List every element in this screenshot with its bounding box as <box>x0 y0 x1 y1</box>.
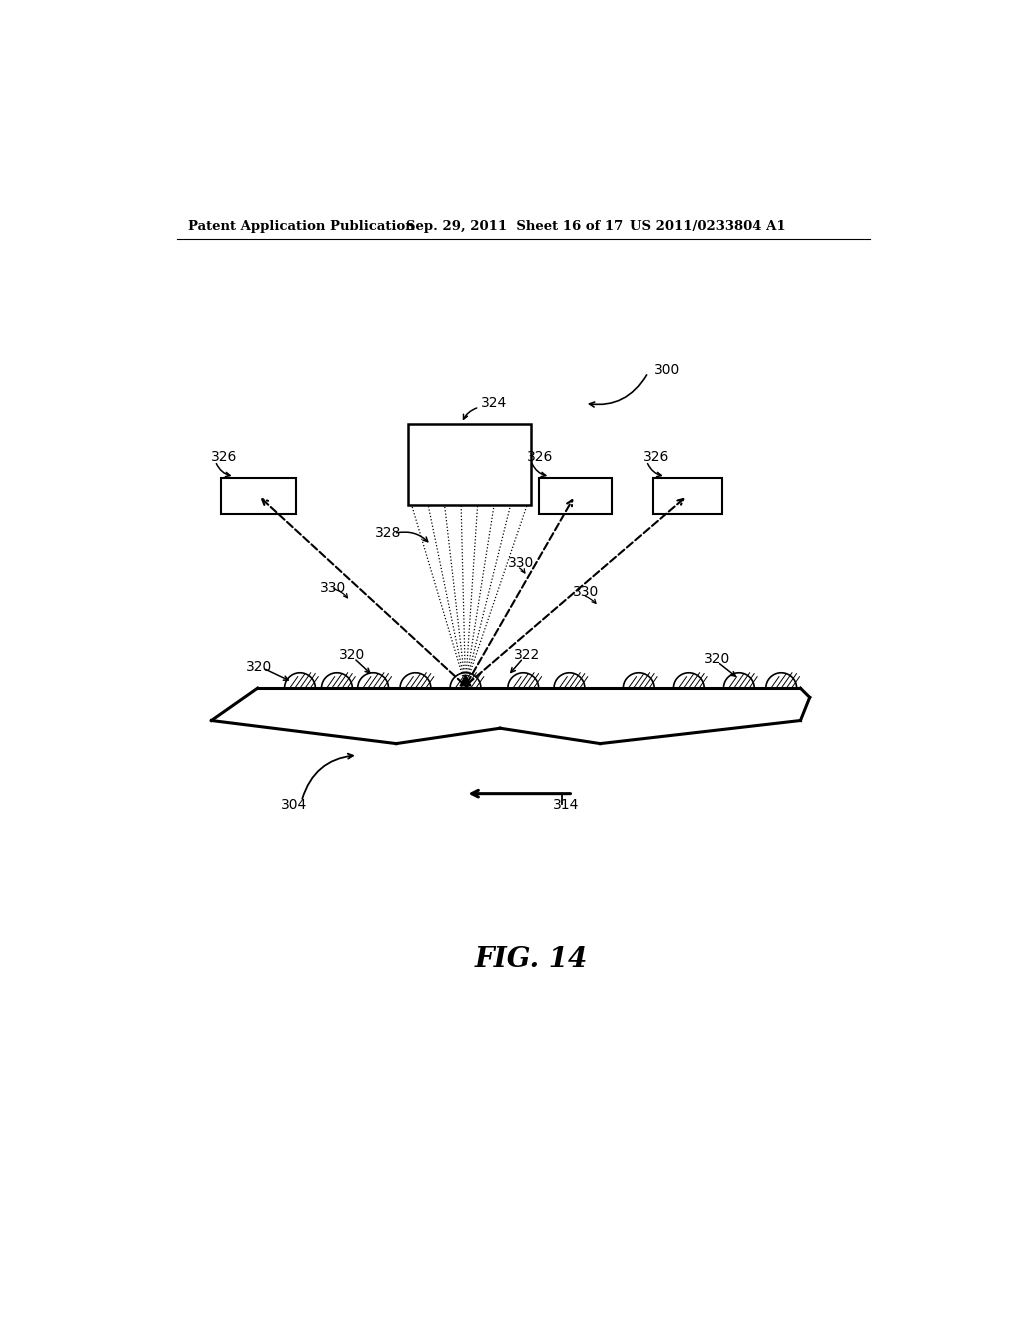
Text: Patent Application Publication: Patent Application Publication <box>188 219 415 232</box>
FancyArrowPatch shape <box>532 463 546 477</box>
FancyArrowPatch shape <box>302 754 353 799</box>
Text: FIG. 14: FIG. 14 <box>474 945 588 973</box>
Bar <box>221 478 296 515</box>
FancyArrowPatch shape <box>265 669 288 680</box>
Text: 322: 322 <box>514 648 541 663</box>
Text: 320: 320 <box>705 652 730 665</box>
FancyArrowPatch shape <box>585 597 596 603</box>
FancyArrowPatch shape <box>464 408 477 420</box>
Bar <box>652 478 722 515</box>
Bar <box>408 424 531 506</box>
Text: 320: 320 <box>246 660 272 673</box>
Text: 326: 326 <box>643 450 669 465</box>
Text: 328: 328 <box>376 527 401 540</box>
Text: US 2011/0233804 A1: US 2011/0233804 A1 <box>630 219 785 232</box>
Polygon shape <box>460 675 471 686</box>
FancyArrowPatch shape <box>334 589 347 598</box>
Text: 326: 326 <box>527 450 554 465</box>
Bar <box>539 478 611 515</box>
FancyArrowPatch shape <box>590 375 646 407</box>
FancyArrowPatch shape <box>647 463 662 477</box>
FancyArrowPatch shape <box>511 660 521 672</box>
Text: 324: 324 <box>481 396 507 411</box>
Text: 300: 300 <box>654 363 680 378</box>
FancyArrowPatch shape <box>396 532 428 541</box>
Text: 330: 330 <box>508 556 535 570</box>
FancyArrowPatch shape <box>216 463 230 477</box>
Text: 326: 326 <box>211 450 238 465</box>
Text: 320: 320 <box>339 648 365 663</box>
FancyArrowPatch shape <box>519 568 525 573</box>
FancyArrowPatch shape <box>356 660 370 673</box>
Text: 330: 330 <box>573 585 600 599</box>
Text: 314: 314 <box>553 799 579 812</box>
FancyArrowPatch shape <box>720 664 735 676</box>
Text: 304: 304 <box>281 799 307 812</box>
Text: Sep. 29, 2011  Sheet 16 of 17: Sep. 29, 2011 Sheet 16 of 17 <box>407 219 624 232</box>
Text: 330: 330 <box>319 581 346 595</box>
